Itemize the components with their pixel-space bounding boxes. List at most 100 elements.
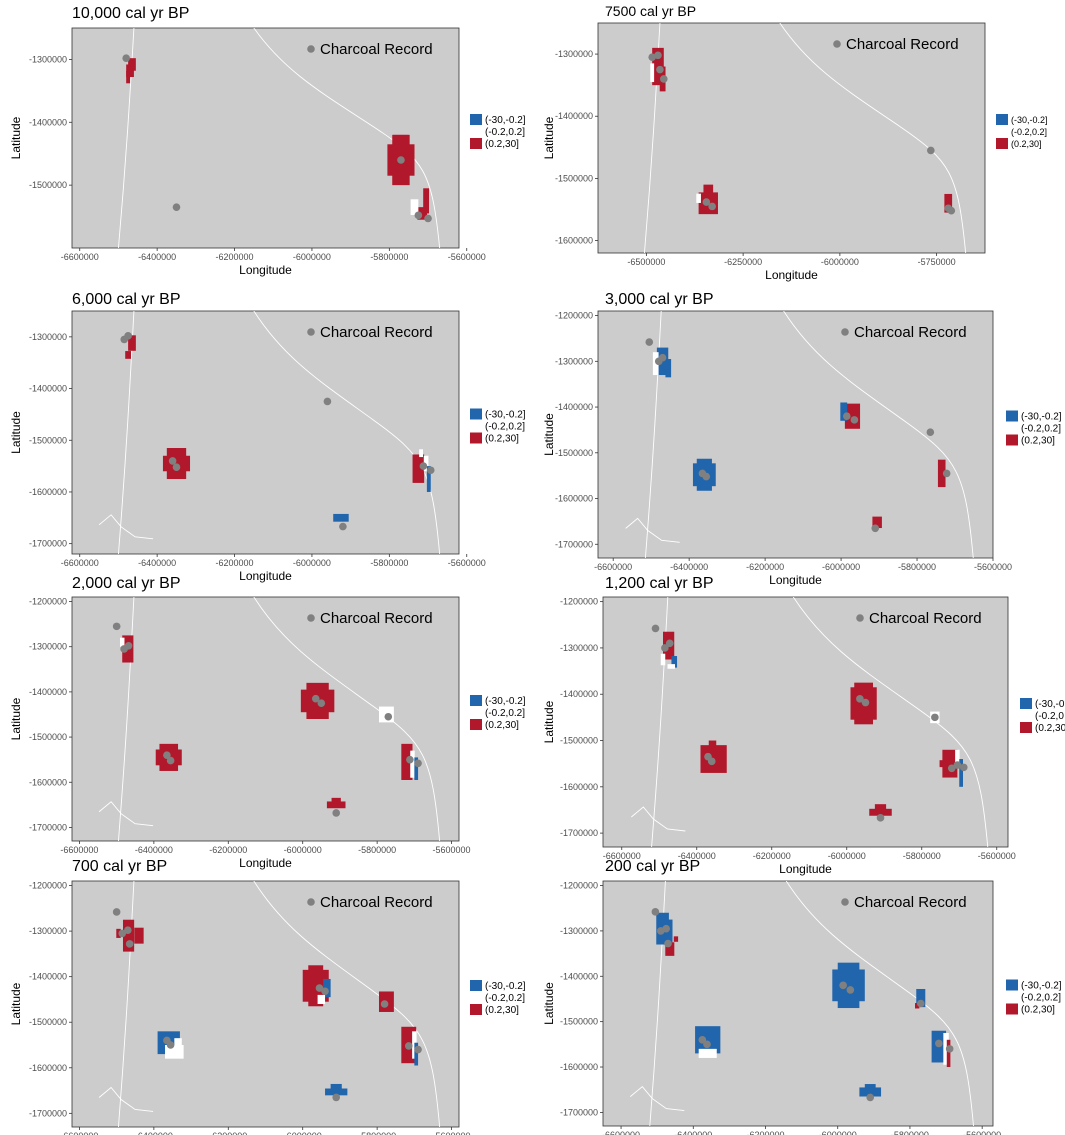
- charcoal-record-point: [332, 1093, 341, 1102]
- chart-svg: 2,000 cal yr BP Charcoal Record -6600000 -6…: [9, 575, 526, 870]
- y-tick-label: -1700000: [29, 822, 67, 832]
- legend-label-positive: (0.2,30]: [485, 720, 519, 731]
- charcoal-record-point: [339, 522, 347, 531]
- charcoal-record-point: [118, 929, 127, 938]
- coastline-west: [649, 881, 666, 1126]
- charcoal-record-point: [112, 622, 121, 631]
- charcoal-record-point: [384, 712, 393, 721]
- y-tick-label: -1500000: [555, 448, 593, 458]
- charcoal-record-point: [947, 764, 956, 773]
- charcoal-record-point: [168, 457, 177, 465]
- legend-label-positive: (0.2,30]: [485, 1005, 519, 1016]
- grid-cell-positive: [673, 936, 679, 942]
- grid-cell-positive: [134, 927, 144, 944]
- y-tick-label: -1200000: [555, 311, 593, 321]
- plot-area: [71, 596, 460, 842]
- charcoal-record-point: [661, 644, 669, 652]
- legend-swatch-negative: [996, 114, 1008, 125]
- charcoal-legend-dot: [841, 898, 849, 906]
- grid-cell-positive: [939, 760, 949, 768]
- y-tick-label: -1500000: [560, 1017, 598, 1027]
- charcoal-legend-dot: [307, 898, 315, 906]
- coastline-west: [117, 597, 135, 841]
- y-tick-label: -1600000: [555, 236, 593, 246]
- plot-content: [630, 881, 974, 1126]
- chart-svg: 3,000 cal yr BP Charcoal Record -6600000 -6…: [542, 291, 1062, 587]
- y-tick-label: -1600000: [555, 494, 593, 504]
- chart-title: 6,000 cal yr BP: [72, 291, 181, 308]
- x-tick-label: -6400000: [670, 562, 708, 572]
- legend-label-neutral: (-0.2,0: [1035, 711, 1064, 722]
- x-tick-label: -5800000: [903, 851, 941, 861]
- grid-cell-neutral: [667, 664, 675, 669]
- x-tick-label: -5800000: [898, 562, 936, 572]
- legend-label-neutral: (-0.2,0.2]: [485, 127, 525, 138]
- charcoal-record-point: [124, 926, 132, 934]
- charcoal-record-point: [321, 987, 329, 996]
- charcoal-record-point: [124, 642, 133, 650]
- grid-cell-positive: [125, 351, 132, 359]
- y-tick-label: -1300000: [560, 643, 598, 653]
- charcoal-record-point: [839, 981, 847, 990]
- y-tick-label: -1400000: [29, 687, 67, 697]
- grid-cell-positive: [703, 184, 714, 198]
- grid-cell-positive: [874, 804, 887, 812]
- x-tick-label: -5600000: [448, 558, 486, 568]
- coastline-east: [253, 311, 441, 554]
- charcoal-record-point: [651, 624, 660, 633]
- x-tick-label: -5800000: [358, 1131, 396, 1135]
- charcoal-legend-label: Charcoal Record: [320, 324, 433, 341]
- y-tick-label: -1300000: [29, 926, 67, 936]
- y-tick-label: -1400000: [29, 117, 67, 127]
- x-tick-label: -6000000: [828, 851, 866, 861]
- x-tick-label: -5600000: [978, 851, 1016, 861]
- grid-cell-neutral: [660, 653, 666, 666]
- legend-swatch-neutral: [996, 126, 1008, 137]
- legend-swatch-positive: [1006, 434, 1018, 446]
- x-tick-label: -5800000: [891, 1130, 929, 1135]
- charcoal-record-point: [959, 763, 968, 772]
- coastline-east: [783, 311, 974, 558]
- charcoal-record-point: [404, 1042, 413, 1050]
- y-tick-label: -1700000: [29, 539, 67, 549]
- charcoal-record-point: [702, 198, 711, 206]
- x-tick-label: -5600000: [433, 845, 471, 855]
- charcoal-record-point: [406, 755, 414, 764]
- legend-label-negative: (-30,-0.2]: [485, 115, 526, 126]
- x-tick-label: -6000000: [293, 558, 331, 568]
- legend-label-negative: (-30,-0.2]: [485, 981, 526, 992]
- charcoal-record-point: [332, 809, 341, 817]
- coastline-inlet: [98, 801, 154, 827]
- y-tick-label: -1300000: [29, 54, 67, 64]
- legend-swatch-negative: [470, 980, 482, 991]
- legend-swatch-negative: [1020, 698, 1032, 709]
- chart-title: 200 cal yr BP: [605, 858, 700, 875]
- grid-cell-positive: [946, 1039, 951, 1068]
- chart-title: 2,000 cal yr BP: [72, 575, 181, 592]
- charcoal-record-point: [651, 908, 660, 916]
- coastline-east: [779, 23, 967, 253]
- y-tick-label: -1700000: [555, 539, 593, 549]
- coastline-east: [792, 597, 989, 847]
- charcoal-record-point: [124, 332, 132, 340]
- y-tick-label: -1300000: [555, 356, 593, 366]
- charcoal-record-point: [311, 694, 320, 703]
- x-tick-label: -6600000: [61, 558, 99, 568]
- y-axis-label: Latitude: [9, 982, 23, 1025]
- y-tick-label: -1600000: [29, 777, 67, 787]
- grid-cell-positive: [708, 740, 717, 750]
- legend-swatch-negative: [470, 408, 482, 420]
- charcoal-record-point: [414, 211, 423, 220]
- y-tick-label: -1500000: [29, 1017, 67, 1027]
- plot-content: [98, 311, 441, 554]
- y-tick-label: -1500000: [29, 180, 67, 190]
- charcoal-record-point: [414, 1045, 422, 1054]
- coastline-east: [253, 597, 441, 841]
- coastline-west: [651, 597, 669, 847]
- legend-swatch-positive: [470, 138, 482, 149]
- grid-cell-neutral: [652, 352, 659, 376]
- charcoal-record-point: [927, 146, 935, 155]
- x-axis-label: Longitude: [239, 263, 292, 277]
- grid-cell-positive: [665, 942, 675, 956]
- legend-swatch-negative: [1006, 410, 1018, 422]
